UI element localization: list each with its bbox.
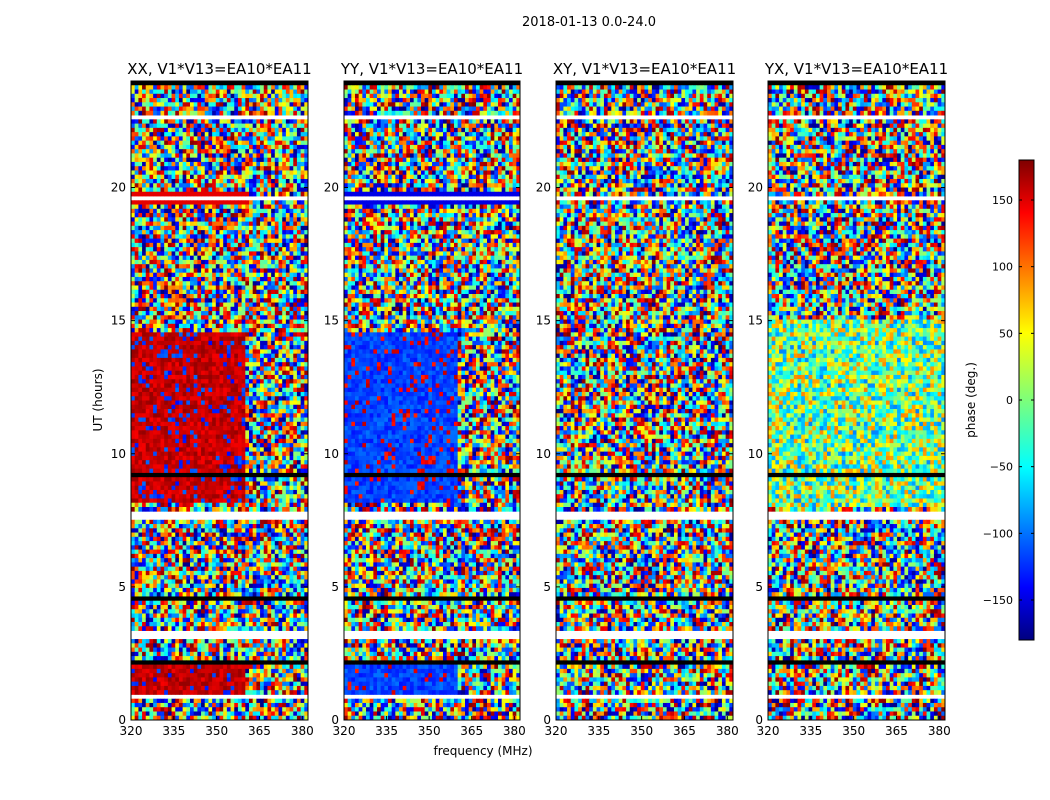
panel-title: YX, V1*V13=EA10*EA11 (764, 60, 948, 78)
y-tick-label: 5 (755, 580, 763, 594)
x-tick-label: 320 (757, 724, 780, 738)
colorbar-label: phase (deg.) (964, 362, 978, 438)
colorbar-tick-label: 0 (1006, 394, 1013, 407)
phase-image (768, 81, 945, 720)
y-tick-label: 5 (331, 580, 339, 594)
y-tick-label: 0 (118, 713, 126, 727)
phase-image (131, 81, 308, 720)
panel-3: XY, V1*V13=EA10*EA11 320 335 350 365 380 0 5 10 1… (536, 60, 739, 738)
x-tick-label: 350 (630, 724, 653, 738)
figure-title: 2018-01-13 0.0-24.0 (522, 15, 656, 30)
colorbar-tick-label: −150 (983, 594, 1013, 607)
axes-frame (130, 80, 309, 721)
y-tick-label: 15 (111, 314, 126, 328)
panel-title: XX, V1*V13=EA10*EA11 (127, 60, 311, 78)
y-tick-label: 15 (324, 314, 339, 328)
y-tick-label: 10 (111, 447, 126, 461)
colorbar-tick-label: −100 (983, 527, 1013, 540)
colorbar: 150 100 50 0 −50 −100 −150 phase (deg.) (964, 159, 1035, 641)
colorbar-tick-label: −50 (990, 461, 1013, 474)
x-tick-label: 380 (928, 724, 951, 738)
y-tick-label: 5 (118, 580, 126, 594)
colorbar-ticks: 150 100 50 0 −50 −100 −150 (983, 194, 1034, 607)
panel-1: XX, V1*V13=EA10*EA11 320 335 350 365 380 0 5 10 1… (111, 60, 314, 738)
colorbar-tick-label: 150 (992, 194, 1013, 207)
phase-image (344, 81, 520, 720)
y-tick-label: 15 (748, 314, 763, 328)
y-tick-label: 0 (755, 713, 763, 727)
x-tick-label: 320 (545, 724, 568, 738)
x-tick-label: 365 (885, 724, 908, 738)
x-tick-label: 365 (460, 724, 483, 738)
phase-image (556, 81, 733, 720)
x-tick-label: 350 (842, 724, 865, 738)
y-tick-label: 5 (543, 580, 551, 594)
x-tick-label: 350 (418, 724, 441, 738)
panel-title: XY, V1*V13=EA10*EA11 (553, 60, 736, 78)
x-tick-label: 320 (120, 724, 143, 738)
x-tick-label: 380 (291, 724, 314, 738)
y-tick-label: 20 (748, 181, 763, 195)
x-tick-label: 380 (716, 724, 739, 738)
panel-2: YY, V1*V13=EA10*EA11 320 335 350 365 380 0 5 10 1… (324, 60, 526, 738)
x-axis-label: frequency (MHz) (433, 744, 532, 758)
y-tick-label: 20 (324, 181, 339, 195)
colorbar-tick-label: 50 (999, 327, 1013, 340)
y-tick-label: 10 (748, 447, 763, 461)
x-tick-label: 335 (587, 724, 610, 738)
y-tick-label: 20 (536, 181, 551, 195)
colorbar-tick-label: 100 (992, 261, 1013, 274)
axes-frame (767, 80, 946, 721)
y-tick-label: 20 (111, 181, 126, 195)
panel-4: YX, V1*V13=EA10*EA11 320 335 350 365 380 0 5 10 1… (748, 60, 951, 738)
y-tick-label: 10 (324, 447, 339, 461)
x-tick-label: 365 (673, 724, 696, 738)
x-tick-label: 320 (333, 724, 356, 738)
x-tick-label: 365 (248, 724, 271, 738)
y-tick-label: 0 (543, 713, 551, 727)
x-tick-label: 335 (162, 724, 185, 738)
panels: XX, V1*V13=EA10*EA11 320 335 350 365 380 0 5 10 1… (111, 60, 951, 738)
y-axis-label: UT (hours) (91, 368, 105, 431)
x-tick-label: 335 (799, 724, 822, 738)
panel-title: YY, V1*V13=EA10*EA11 (340, 60, 523, 78)
x-tick-label: 350 (205, 724, 228, 738)
axes-frame (555, 80, 734, 721)
y-tick-label: 10 (536, 447, 551, 461)
axes-frame (343, 80, 521, 721)
y-tick-label: 0 (331, 713, 339, 727)
x-tick-label: 380 (503, 724, 526, 738)
y-tick-label: 15 (536, 314, 551, 328)
x-tick-label: 335 (375, 724, 398, 738)
